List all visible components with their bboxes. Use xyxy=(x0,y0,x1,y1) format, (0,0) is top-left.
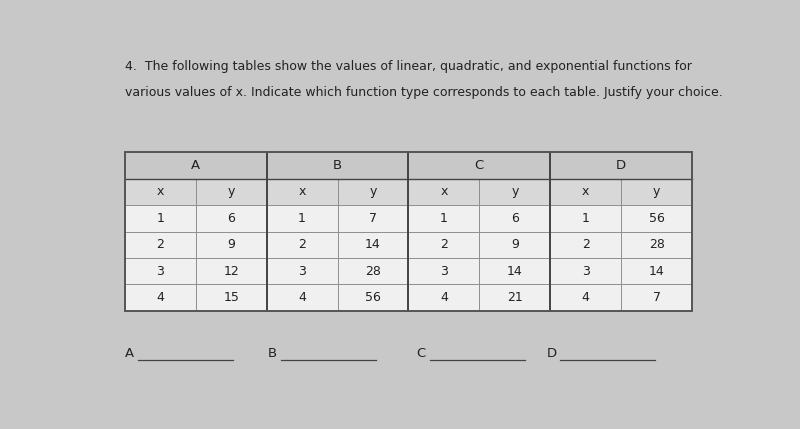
Text: 28: 28 xyxy=(649,238,665,251)
Bar xyxy=(266,284,338,311)
Text: B: B xyxy=(267,347,277,360)
Bar xyxy=(621,232,692,258)
Bar xyxy=(125,258,196,284)
Text: A: A xyxy=(125,347,134,360)
Bar xyxy=(409,152,550,178)
Text: 14: 14 xyxy=(507,265,522,278)
Text: 2: 2 xyxy=(582,238,590,251)
Text: 3: 3 xyxy=(440,265,448,278)
Text: 3: 3 xyxy=(582,265,590,278)
Bar xyxy=(196,205,266,232)
Bar xyxy=(125,152,692,311)
Bar xyxy=(338,178,409,205)
Text: C: C xyxy=(474,159,484,172)
Bar xyxy=(125,284,196,311)
Bar xyxy=(409,178,479,205)
Bar xyxy=(479,232,550,258)
Text: 14: 14 xyxy=(649,265,665,278)
Text: 56: 56 xyxy=(649,212,665,225)
Text: 1: 1 xyxy=(298,212,306,225)
Bar xyxy=(196,258,266,284)
Text: 4.  The following tables show the values of linear, quadratic, and exponential f: 4. The following tables show the values … xyxy=(125,60,692,73)
Text: x: x xyxy=(440,185,447,198)
Bar xyxy=(196,284,266,311)
Text: y: y xyxy=(227,185,235,198)
Text: 4: 4 xyxy=(440,291,448,304)
Text: 28: 28 xyxy=(365,265,381,278)
Bar xyxy=(409,258,479,284)
Bar xyxy=(125,178,196,205)
Text: 9: 9 xyxy=(511,238,518,251)
Text: 1: 1 xyxy=(440,212,448,225)
Bar xyxy=(125,205,196,232)
Bar xyxy=(550,232,621,258)
Bar xyxy=(479,258,550,284)
Bar xyxy=(409,284,479,311)
Text: C: C xyxy=(416,347,426,360)
Bar xyxy=(479,205,550,232)
Text: y: y xyxy=(370,185,377,198)
Text: 1: 1 xyxy=(156,212,164,225)
Bar xyxy=(621,258,692,284)
Bar xyxy=(338,232,409,258)
Text: D: D xyxy=(546,347,557,360)
Bar xyxy=(266,178,338,205)
Text: 15: 15 xyxy=(223,291,239,304)
Bar xyxy=(266,152,409,178)
Bar xyxy=(550,178,621,205)
Bar xyxy=(409,205,479,232)
Bar xyxy=(196,232,266,258)
Bar xyxy=(338,205,409,232)
Bar xyxy=(266,232,338,258)
Bar xyxy=(621,284,692,311)
Text: 4: 4 xyxy=(298,291,306,304)
Bar xyxy=(550,258,621,284)
Text: 7: 7 xyxy=(653,291,661,304)
Text: y: y xyxy=(653,185,660,198)
Text: 14: 14 xyxy=(365,238,381,251)
Text: 56: 56 xyxy=(365,291,381,304)
Text: A: A xyxy=(191,159,200,172)
Text: 6: 6 xyxy=(227,212,235,225)
Text: various values of x. Indicate which function type corresponds to each table. Jus: various values of x. Indicate which func… xyxy=(125,86,722,99)
Bar xyxy=(479,178,550,205)
Text: 21: 21 xyxy=(507,291,522,304)
Bar xyxy=(266,205,338,232)
Text: 4: 4 xyxy=(156,291,164,304)
Text: x: x xyxy=(157,185,164,198)
Bar xyxy=(125,152,266,178)
Text: 4: 4 xyxy=(582,291,590,304)
Bar xyxy=(479,284,550,311)
Text: D: D xyxy=(616,159,626,172)
Bar xyxy=(338,258,409,284)
Bar xyxy=(409,232,479,258)
Text: 2: 2 xyxy=(298,238,306,251)
Bar xyxy=(621,205,692,232)
Bar xyxy=(621,178,692,205)
Bar xyxy=(550,152,692,178)
Text: x: x xyxy=(298,185,306,198)
Bar xyxy=(125,232,196,258)
Bar xyxy=(550,284,621,311)
Bar xyxy=(550,205,621,232)
Text: 12: 12 xyxy=(223,265,239,278)
Text: 3: 3 xyxy=(156,265,164,278)
Text: 2: 2 xyxy=(156,238,164,251)
Text: 7: 7 xyxy=(369,212,377,225)
Bar xyxy=(196,178,266,205)
Text: B: B xyxy=(333,159,342,172)
Text: 2: 2 xyxy=(440,238,448,251)
Text: 9: 9 xyxy=(227,238,235,251)
Bar xyxy=(266,258,338,284)
Text: 6: 6 xyxy=(511,212,518,225)
Bar xyxy=(338,284,409,311)
Text: 1: 1 xyxy=(582,212,590,225)
Text: x: x xyxy=(582,185,590,198)
Text: y: y xyxy=(511,185,518,198)
Text: 3: 3 xyxy=(298,265,306,278)
